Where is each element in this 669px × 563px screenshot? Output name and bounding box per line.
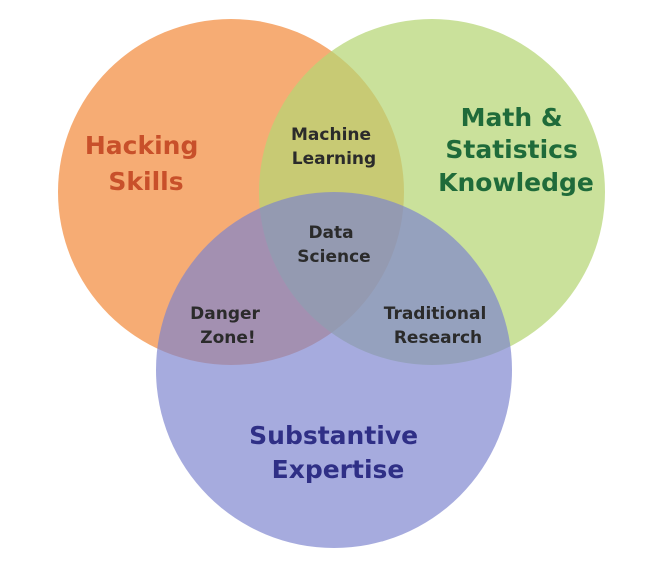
hacking-skills-label: Hacking Skills [85,131,207,196]
substantive-expertise-label: Substantive Expertise [249,421,427,484]
machine-learning-label: Machine Learning [291,125,377,169]
data-science-label: Data Science [297,223,370,267]
traditional-research-label: Traditional Research [384,304,493,348]
danger-zone-label: Danger Zone! [190,304,266,348]
substantive-expertise-circle [156,192,512,548]
math-statistics-label: Math & Statistics Knowledge [438,103,594,197]
